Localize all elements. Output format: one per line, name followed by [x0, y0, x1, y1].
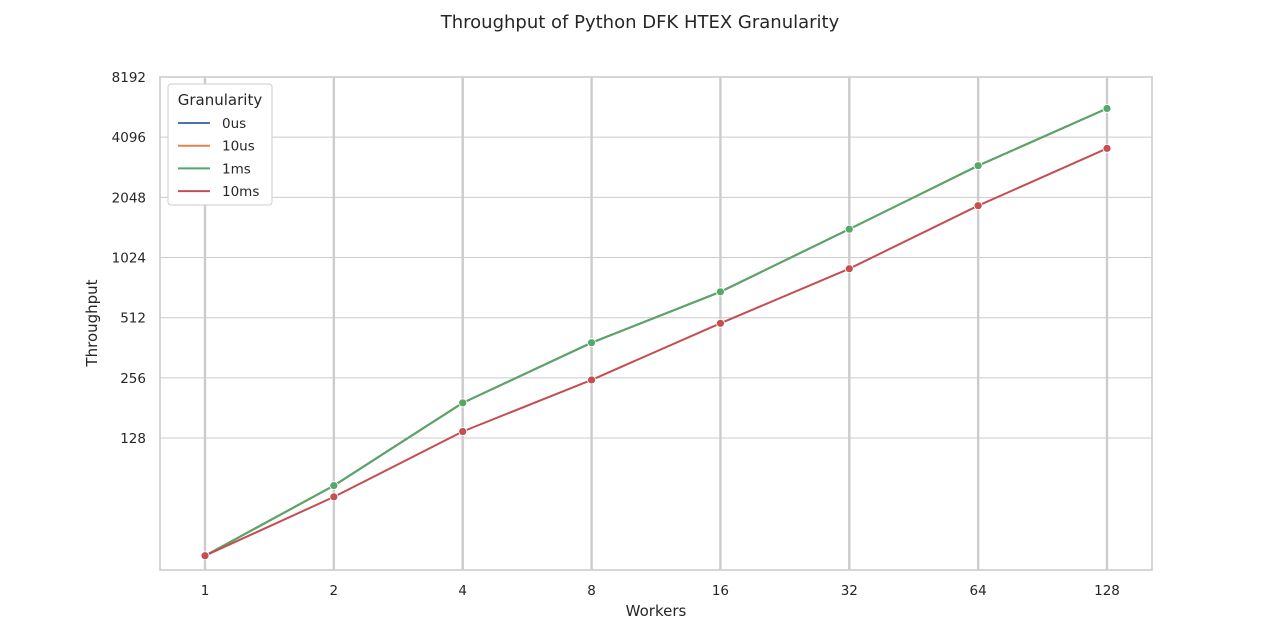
y-tick-label-4096: 4096 [112, 130, 146, 146]
series-1ms [200, 104, 1112, 561]
x-tick-label-2: 2 [330, 583, 339, 599]
plot-frame [159, 76, 1153, 571]
x-tick-label-64: 64 [970, 583, 987, 599]
point-10ms-4 [458, 427, 468, 436]
series-0us [200, 104, 1112, 561]
point-1ms-64 [973, 161, 983, 171]
point-1ms-4 [458, 398, 468, 408]
legend-label-10us: 10us [222, 139, 255, 155]
legend: Granularity 0us 10us 1ms 10ms [167, 83, 273, 206]
x-axis-label: Workers [626, 602, 687, 620]
x-tick-label-16: 16 [712, 583, 729, 599]
series-line-10us [204, 107, 1108, 557]
x-tick-label-128: 128 [1094, 583, 1120, 599]
legend-title: Granularity [178, 91, 263, 109]
x-tick-label-32: 32 [841, 583, 858, 599]
series-line-10ms [204, 147, 1108, 557]
point-1ms-128 [1102, 104, 1112, 113]
point-10ms-8 [587, 375, 596, 385]
point-1ms-32 [844, 224, 854, 234]
point-10ms-32 [844, 264, 854, 274]
y-tick-label-1024: 1024 [112, 251, 146, 267]
point-1ms-2 [329, 481, 339, 491]
y-tick-label-256: 256 [120, 371, 146, 387]
y-axis-ticks: 128 256 512 1024 2048 4096 8192 [112, 70, 146, 447]
point-10ms-2 [329, 492, 339, 502]
series-line-0us [204, 107, 1108, 557]
x-tick-label-8: 8 [587, 583, 596, 599]
y-tick-label-2048: 2048 [112, 190, 146, 206]
x-tick-label-4: 4 [458, 583, 467, 599]
legend-label-10ms: 10ms [222, 184, 259, 200]
series-line-1ms [204, 107, 1108, 557]
point-10ms-128 [1102, 143, 1112, 153]
x-tick-label-1: 1 [201, 583, 210, 599]
point-1ms-8 [587, 338, 596, 348]
series-layer [200, 104, 1112, 561]
point-10ms-64 [973, 201, 983, 211]
y-axis-label: Throughput [83, 279, 101, 367]
x-axis-ticks: 1 2 4 8 16 32 64 128 [201, 583, 1120, 599]
chart-title: Throughput of Python DFK HTEX Granularit… [440, 12, 840, 33]
point-1ms-16 [716, 287, 725, 297]
legend-items: 0us 10us 1ms 10ms [178, 116, 259, 200]
legend-label-1ms: 1ms [222, 161, 251, 177]
point-10ms-16 [716, 318, 725, 328]
y-tick-label-8192: 8192 [112, 70, 146, 86]
legend-label-0us: 0us [222, 116, 246, 132]
legend-box [167, 83, 273, 206]
y-tick-label-128: 128 [120, 431, 146, 447]
series-10us [200, 104, 1112, 561]
point-10ms-1 [200, 551, 210, 561]
grid-layer [160, 76, 1152, 570]
series-10ms [200, 143, 1112, 561]
y-tick-label-512: 512 [120, 311, 146, 327]
